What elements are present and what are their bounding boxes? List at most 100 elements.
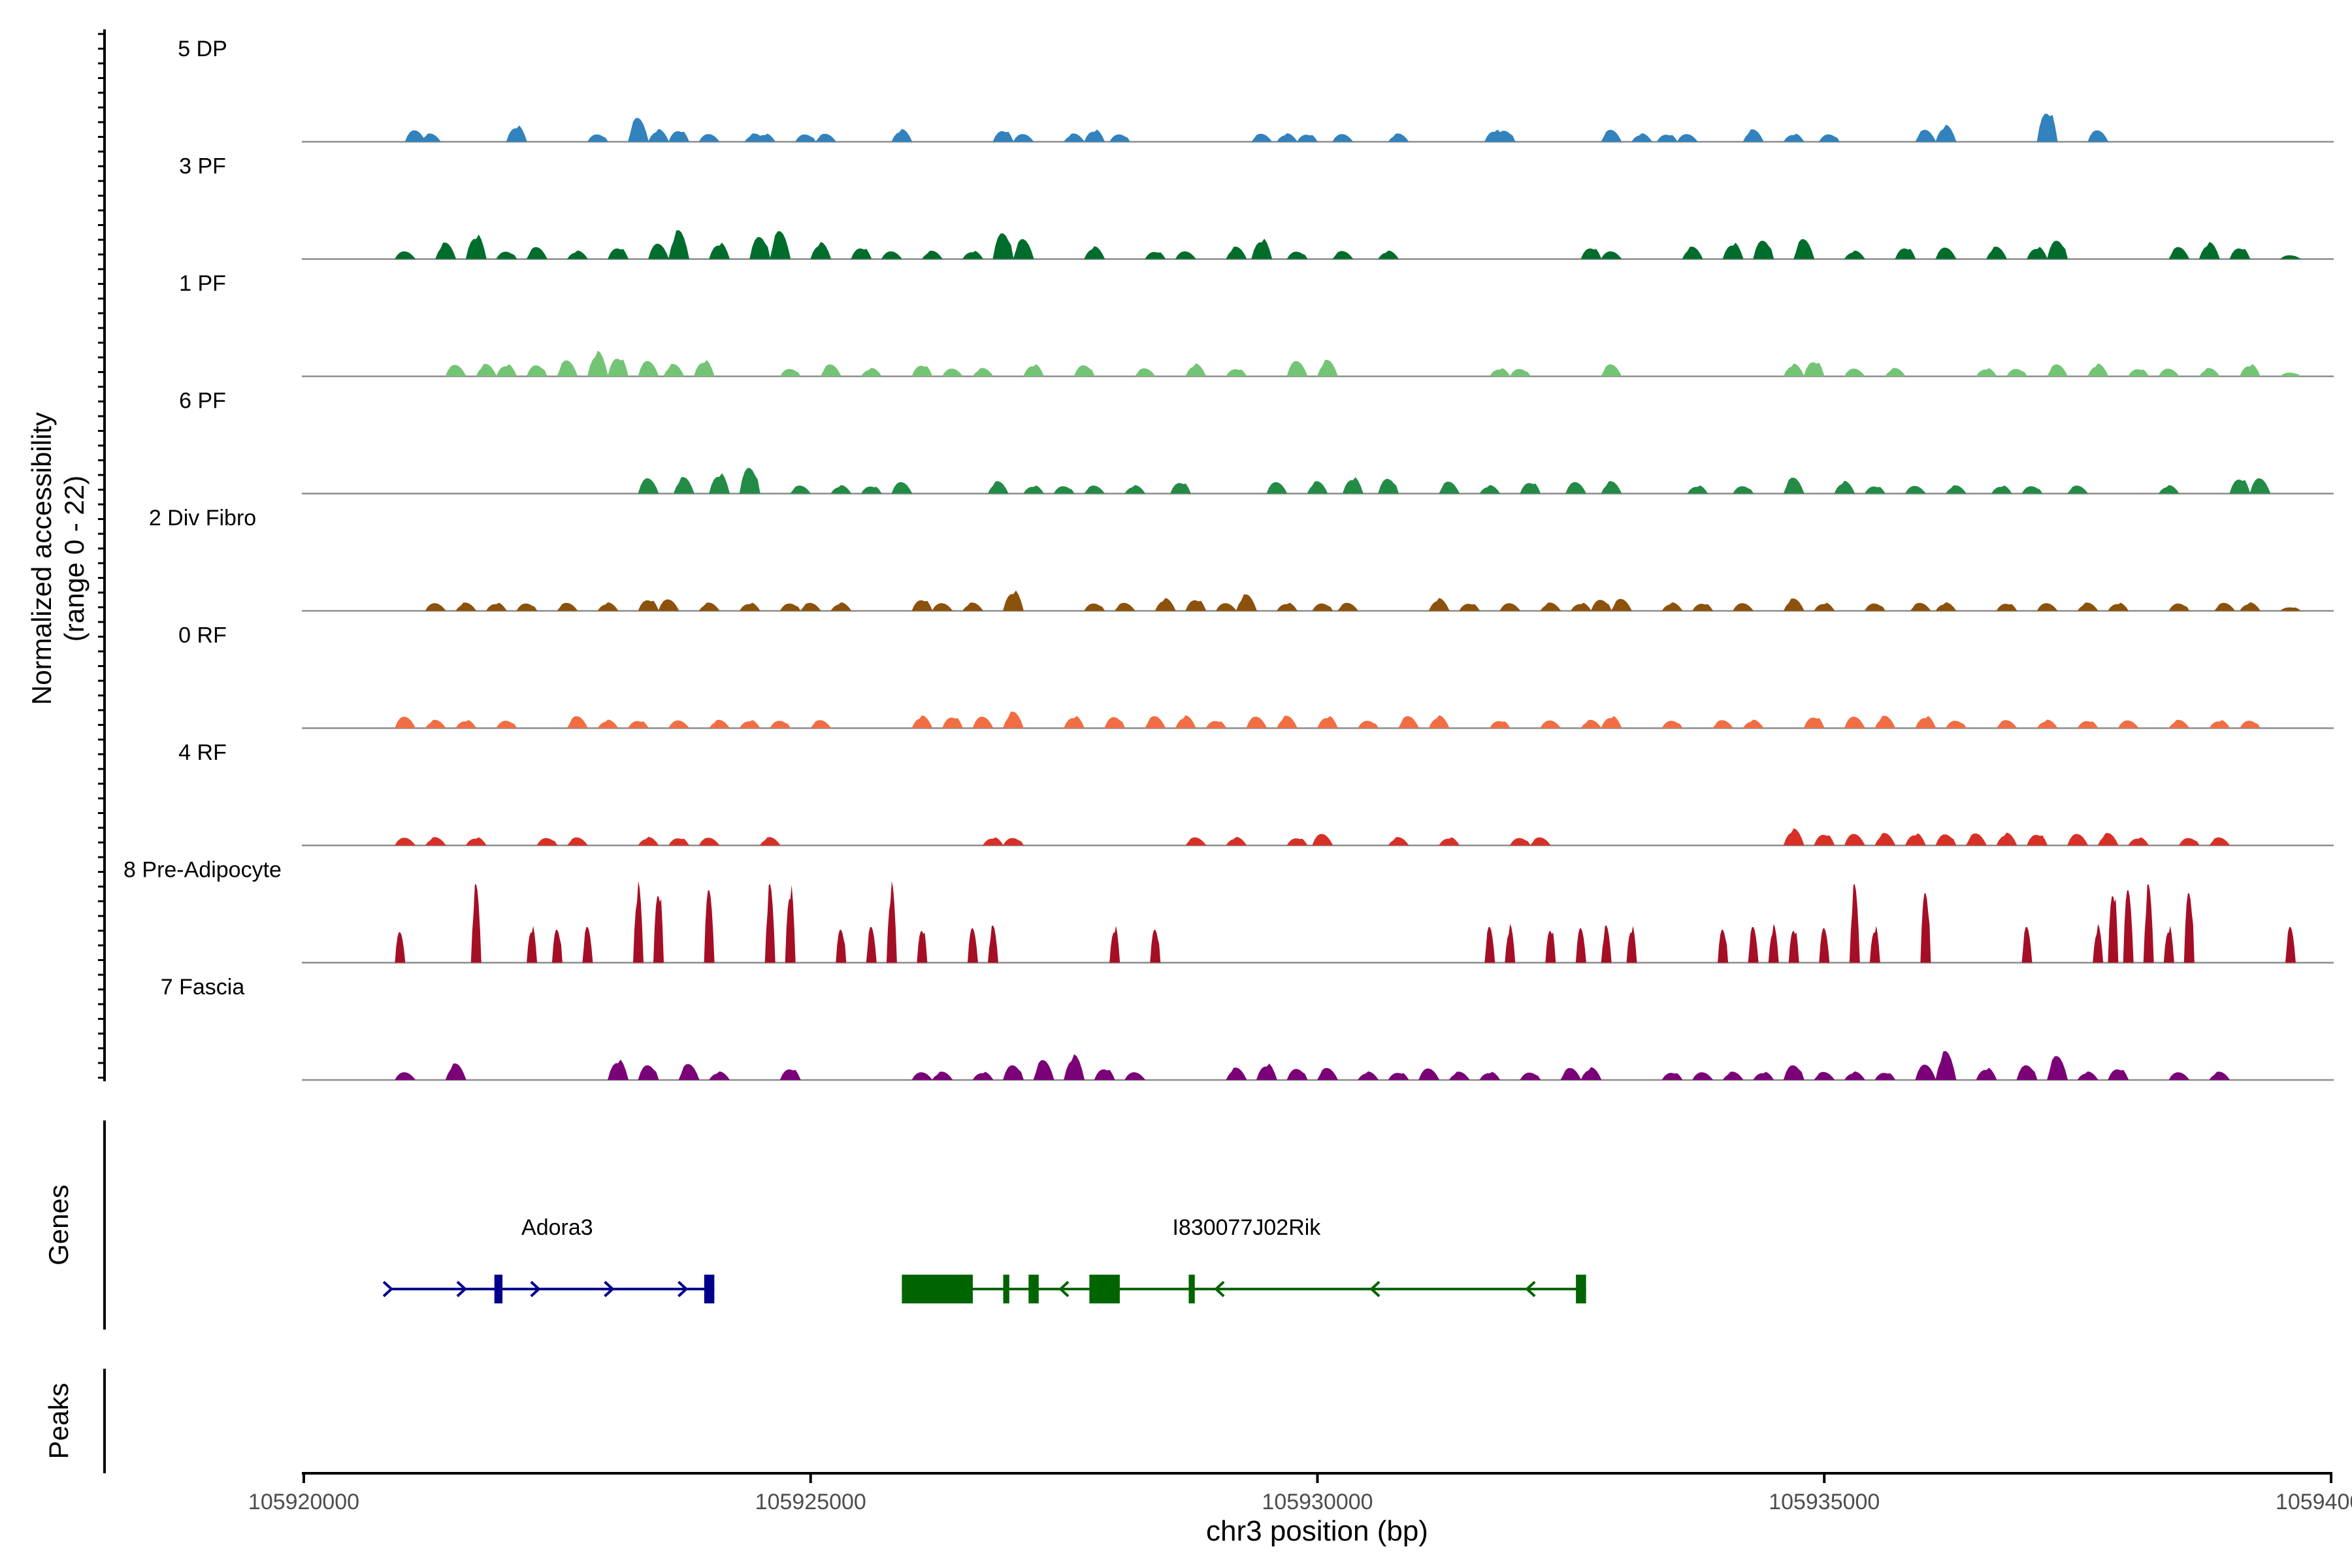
coverage-peak: [1874, 715, 1896, 728]
coverage-peak: [1849, 884, 1860, 963]
coverage-peak: [1013, 239, 1034, 259]
coverage-peak: [779, 368, 801, 376]
coverage-peak: [779, 603, 801, 611]
coverage-peak: [582, 926, 593, 963]
coverage-peak: [1277, 602, 1298, 611]
coverage-peak: [942, 368, 963, 376]
coverage-peak: [1626, 926, 1637, 963]
coverage-peak: [1277, 133, 1298, 142]
coverage-peak: [1996, 720, 2017, 728]
coverage-peak: [1976, 368, 1997, 376]
coverage-peak: [1170, 483, 1191, 494]
strand-arrow: [382, 1281, 394, 1298]
coverage-peak: [425, 837, 446, 845]
coverage-peak: [770, 721, 791, 728]
coverage-peak: [2143, 884, 2154, 963]
coverage-peak: [1722, 1071, 1744, 1080]
coverage-peak: [1489, 721, 1511, 728]
coverage-peak: [739, 468, 760, 494]
coverage-peak: [648, 129, 669, 142]
track-label: 1 PF: [179, 271, 226, 296]
coverage-peak: [1154, 598, 1176, 611]
coverage-peak: [1540, 720, 1561, 728]
coverage-peak: [2087, 130, 2109, 142]
gene-exon: [494, 1275, 503, 1303]
track-5: 0 RF: [178, 623, 2334, 729]
coverage-peak: [1945, 485, 1967, 494]
coverage-peak: [759, 837, 781, 845]
coverage-peak: [2279, 607, 2301, 611]
coverage-peak: [566, 250, 588, 259]
coverage-peak: [1682, 246, 1703, 259]
coverage-peak: [470, 884, 482, 963]
coverage-peak: [1023, 364, 1045, 376]
coverage-peak: [1388, 837, 1409, 845]
coverage-peak: [1448, 1071, 1470, 1080]
coverage-peak: [693, 359, 715, 376]
coverage-peak: [2067, 485, 2089, 494]
track-4: 2 Div Fibro: [149, 506, 2334, 612]
coverage-peak: [1134, 368, 1156, 376]
coverage-peak: [1073, 365, 1095, 376]
coverage-peak: [1489, 368, 1511, 376]
coverage-peak: [917, 931, 928, 963]
coverage-peak: [638, 361, 659, 376]
coverage-peak: [2036, 114, 2058, 142]
coverage-peak: [425, 719, 446, 728]
coverage-peak: [1580, 1067, 1602, 1080]
coverage-peak: [785, 885, 796, 963]
coverage-peak: [1915, 129, 1936, 142]
coverage-peak: [608, 1059, 629, 1080]
gene-exon: [902, 1275, 973, 1303]
coverage-peak: [658, 599, 679, 611]
coverage-peak: [830, 485, 852, 494]
coverage-peak: [1084, 485, 1105, 494]
coverage-peak: [1312, 834, 1333, 845]
coverage-peak: [455, 602, 477, 611]
coverage-peak: [1692, 604, 1714, 611]
coverage-peak: [881, 251, 902, 259]
gene-annotation-track: Adora3 I830077J02Rik: [382, 1215, 1586, 1303]
coverage-peak: [2279, 255, 2301, 259]
x-tick-label: 105925000: [755, 1490, 866, 1514]
coverage-peak: [2036, 719, 2058, 728]
track-label: 4 RF: [178, 740, 227, 765]
coverage-peak: [2168, 247, 2190, 259]
coverage-peak: [2027, 834, 2048, 845]
coverage-peak: [1935, 602, 1957, 611]
coverage-peak: [2097, 833, 2119, 845]
track-y-axis: [98, 29, 106, 1081]
coverage-peak: [2077, 1071, 2099, 1080]
coverage-peak: [1479, 1071, 1501, 1080]
coverage-peak: [886, 881, 897, 963]
coverage-peak: [1332, 134, 1354, 142]
coverage-peak: [1814, 834, 1835, 845]
coverage-peak: [709, 473, 730, 494]
coverage-peak: [2047, 364, 2068, 376]
coverage-peak: [1814, 1071, 1835, 1080]
coverage-peak: [1844, 834, 1865, 845]
coverage-peak: [1783, 133, 1805, 142]
coverage-peak: [566, 716, 588, 728]
coverage-peak: [1920, 893, 1931, 963]
coverage-peak: [395, 717, 416, 728]
coverage-peak: [1342, 477, 1364, 494]
coverage-peak: [1226, 1068, 1247, 1080]
coverage-peak: [830, 602, 852, 611]
coverage-peak: [1418, 1068, 1440, 1080]
coverage-peak: [1575, 928, 1586, 963]
x-axis-label: chr3 position (bp): [1206, 1515, 1428, 1547]
coverage-peak: [1109, 926, 1120, 963]
track-label: 5 DP: [178, 37, 227, 61]
strand-arrow: [1214, 1281, 1225, 1298]
coverage-peak: [810, 720, 832, 728]
x-axis-ticks: 105920000 105925000 105930000 105935000 1059…: [248, 1473, 2352, 1514]
coverage-peak: [815, 133, 836, 142]
coverage-peak: [1991, 485, 2012, 494]
coverage-peak: [1317, 359, 1338, 376]
coverage-peak: [2077, 602, 2099, 611]
coverage-peak: [851, 248, 872, 259]
coverage-peak: [526, 247, 547, 259]
track-6: 4 RF: [178, 740, 2334, 847]
coverage-peak: [2016, 1065, 2038, 1080]
